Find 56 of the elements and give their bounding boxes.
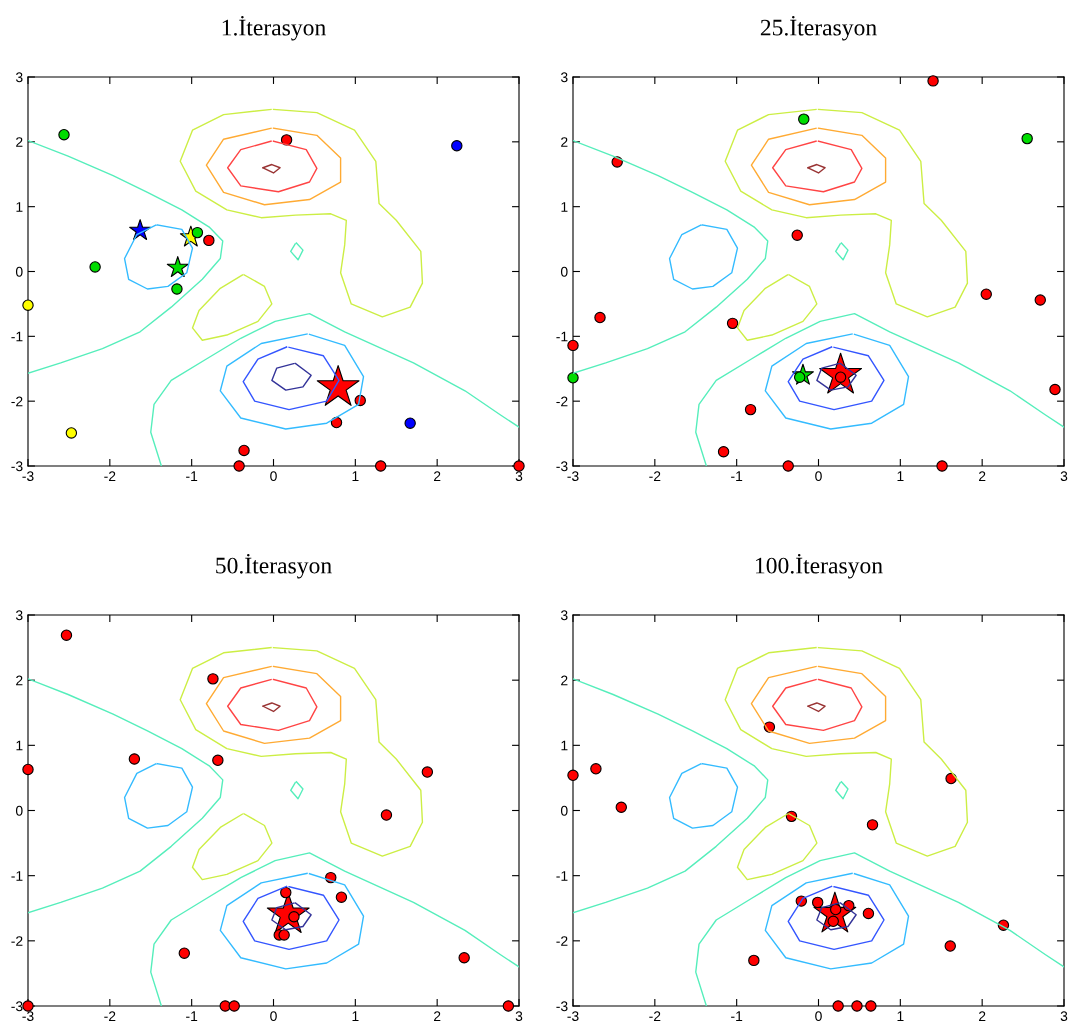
- y-tick-label: 2: [561, 675, 568, 686]
- x-tick-label: -1: [186, 471, 198, 481]
- x-tick-label: 1: [352, 1011, 359, 1021]
- y-tick-label: 1: [561, 202, 568, 212]
- chart-title: 1.İterasyon: [222, 15, 326, 41]
- x-tick-label: 3: [515, 471, 523, 482]
- y-tick-label: 3: [15, 72, 23, 83]
- chart-title: 50.İterasyon: [216, 553, 332, 579]
- y-tick-label: -3: [556, 1001, 568, 1012]
- x-tick-label: 2: [434, 471, 441, 481]
- x-tick-label: -1: [731, 1011, 743, 1021]
- chart-title: 25.İterasyon: [760, 15, 877, 41]
- y-tick-label: 1: [561, 740, 568, 751]
- y-tick-label: -1: [556, 331, 568, 342]
- x-tick-label: 2: [979, 1011, 986, 1021]
- x-tick-label: 2: [434, 1011, 441, 1021]
- y-tick-label: -3: [11, 1001, 23, 1012]
- y-tick-label: -2: [556, 396, 568, 407]
- x-tick-label: 0: [270, 1011, 277, 1022]
- y-tick-label: 2: [16, 675, 23, 686]
- y-tick-label: 3: [560, 610, 568, 621]
- y-tick-label: -2: [11, 936, 23, 946]
- y-tick-label: -3: [556, 461, 568, 472]
- y-tick-label: 0: [15, 266, 23, 277]
- x-tick-label: 0: [815, 1011, 822, 1022]
- x-tick-label: 0: [815, 471, 822, 482]
- y-tick-label: -3: [11, 461, 23, 472]
- x-tick-label: 1: [897, 1011, 904, 1021]
- x-tick-label: 1: [352, 471, 359, 481]
- x-tick-label: -2: [104, 471, 116, 481]
- y-tick-label: 1: [16, 740, 23, 751]
- chart-title: 100.İterasyon: [755, 553, 883, 579]
- y-tick-label: -2: [556, 936, 568, 946]
- x-tick-label: -2: [104, 1011, 116, 1021]
- x-tick-label: -2: [649, 471, 661, 481]
- x-tick-label: 0: [270, 471, 277, 482]
- x-tick-label: -1: [186, 1011, 198, 1021]
- x-tick-label: -1: [731, 471, 743, 481]
- x-tick-label: 2: [979, 471, 986, 481]
- x-tick-label: 3: [1060, 471, 1068, 482]
- y-tick-label: 1: [16, 202, 23, 212]
- y-tick-label: 2: [16, 137, 23, 147]
- y-tick-label: -2: [11, 396, 23, 407]
- x-tick-label: 1: [897, 471, 904, 481]
- x-tick-label: 3: [1060, 1011, 1068, 1022]
- y-tick-label: 0: [560, 266, 568, 277]
- y-tick-label: -1: [556, 871, 568, 881]
- y-tick-label: 0: [560, 805, 568, 816]
- y-tick-label: 3: [560, 72, 568, 83]
- y-tick-label: -1: [11, 871, 23, 881]
- y-tick-label: 3: [15, 610, 23, 621]
- y-tick-label: -1: [11, 331, 23, 342]
- y-tick-label: 0: [15, 805, 23, 816]
- x-tick-label: 3: [515, 1011, 523, 1022]
- x-tick-label: -2: [649, 1011, 661, 1021]
- y-tick-label: 2: [561, 137, 568, 147]
